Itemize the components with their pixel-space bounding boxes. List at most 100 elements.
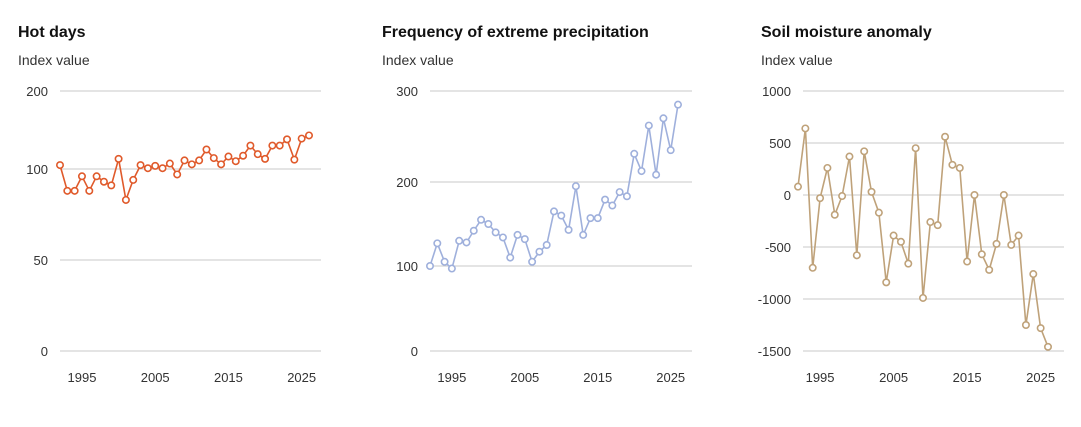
y-tick-label: -1500 xyxy=(758,344,791,359)
data-point xyxy=(55,161,64,170)
data-point xyxy=(158,164,167,173)
data-point xyxy=(535,247,544,256)
data-point xyxy=(992,239,1001,248)
data-point xyxy=(114,154,123,163)
data-point xyxy=(977,250,986,259)
extreme-precipitation-plot: 0 100 200 300 1995 2005 2015 2025 xyxy=(396,84,692,385)
data-point xyxy=(99,177,108,186)
data-point xyxy=(830,210,839,219)
data-point xyxy=(506,253,515,262)
y-tick-label: 500 xyxy=(769,136,791,151)
data-point xyxy=(129,175,138,184)
y-tick-label: -500 xyxy=(765,240,791,255)
chart-panel-extreme-precipitation: Frequency of extreme precipitation Index… xyxy=(382,0,692,427)
data-point xyxy=(224,152,233,161)
data-point xyxy=(1014,231,1023,240)
x-tick-label: 2015 xyxy=(953,370,982,385)
data-point xyxy=(911,144,920,153)
data-point xyxy=(447,264,456,273)
data-point xyxy=(666,146,675,155)
data-point xyxy=(601,195,610,204)
data-point xyxy=(121,195,130,204)
y-tick-label: 0 xyxy=(41,344,48,359)
y-tick-label: 300 xyxy=(396,84,418,99)
y-tick-label: 1000 xyxy=(762,84,791,99)
x-tick-label: 2025 xyxy=(287,370,316,385)
data-point xyxy=(1007,240,1016,249)
y-tick-label: 0 xyxy=(411,344,418,359)
data-point xyxy=(231,157,240,166)
data-point xyxy=(845,152,854,161)
data-point xyxy=(209,154,218,163)
data-point xyxy=(652,170,661,179)
data-point xyxy=(498,233,507,242)
data-point xyxy=(304,131,313,140)
data-point xyxy=(593,214,602,223)
data-point xyxy=(85,186,94,195)
y-axis-label: Index value xyxy=(18,52,90,68)
data-point xyxy=(838,192,847,201)
data-point xyxy=(195,156,204,165)
chart-title: Soil moisture anomaly xyxy=(761,24,932,41)
data-point xyxy=(491,228,500,237)
y-tick-label: 200 xyxy=(396,175,418,190)
data-point xyxy=(246,141,255,150)
data-point xyxy=(550,207,559,216)
data-point xyxy=(615,188,624,197)
data-point xyxy=(70,186,79,195)
data-point xyxy=(268,141,277,150)
chart-panel-soil-moisture: Soil moisture anomaly Index value 1000 50… xyxy=(758,0,1071,427)
x-tick-label: 2005 xyxy=(879,370,908,385)
data-point xyxy=(297,134,306,143)
data-point xyxy=(630,149,639,158)
x-tick-label: 1995 xyxy=(68,370,97,385)
x-tick-label: 2015 xyxy=(214,370,243,385)
data-point xyxy=(239,151,248,160)
chart-title: Frequency of extreme precipitation xyxy=(382,24,649,41)
data-point xyxy=(882,278,891,287)
data-point xyxy=(637,167,646,176)
data-point xyxy=(275,141,284,150)
data-point xyxy=(290,155,299,164)
data-point xyxy=(187,160,196,169)
data-point xyxy=(107,181,116,190)
data-point xyxy=(469,226,478,235)
data-point xyxy=(801,124,810,133)
y-tick-label: 50 xyxy=(34,253,48,268)
data-point xyxy=(136,161,145,170)
data-point xyxy=(622,192,631,201)
data-point xyxy=(1036,324,1045,333)
data-point xyxy=(477,215,486,224)
data-point xyxy=(165,159,174,168)
data-point xyxy=(571,182,580,191)
data-point xyxy=(440,257,449,266)
data-point xyxy=(860,147,869,156)
y-tick-label: 100 xyxy=(26,162,48,177)
data-point xyxy=(889,231,898,240)
data-point xyxy=(941,132,950,141)
y-tick-label: 0 xyxy=(784,188,791,203)
data-point xyxy=(63,186,72,195)
data-point xyxy=(143,164,152,173)
data-point xyxy=(455,236,464,245)
data-point xyxy=(557,211,566,220)
y-tick-label: -1000 xyxy=(758,292,791,307)
data-point xyxy=(874,208,883,217)
data-point xyxy=(955,163,964,172)
data-point xyxy=(579,230,588,239)
y-tick-label: 100 xyxy=(396,259,418,274)
data-point xyxy=(999,191,1008,200)
data-point xyxy=(484,220,493,229)
x-tick-label: 2005 xyxy=(141,370,170,385)
data-point xyxy=(948,160,957,169)
x-tick-label: 1995 xyxy=(806,370,835,385)
data-point xyxy=(253,150,262,159)
series-line xyxy=(797,127,1049,348)
data-point xyxy=(904,259,913,268)
data-point xyxy=(564,225,573,234)
data-point xyxy=(77,172,86,181)
data-point xyxy=(793,182,802,191)
x-tick-label: 2015 xyxy=(583,370,612,385)
x-tick-label: 2025 xyxy=(656,370,685,385)
data-point xyxy=(520,235,529,244)
